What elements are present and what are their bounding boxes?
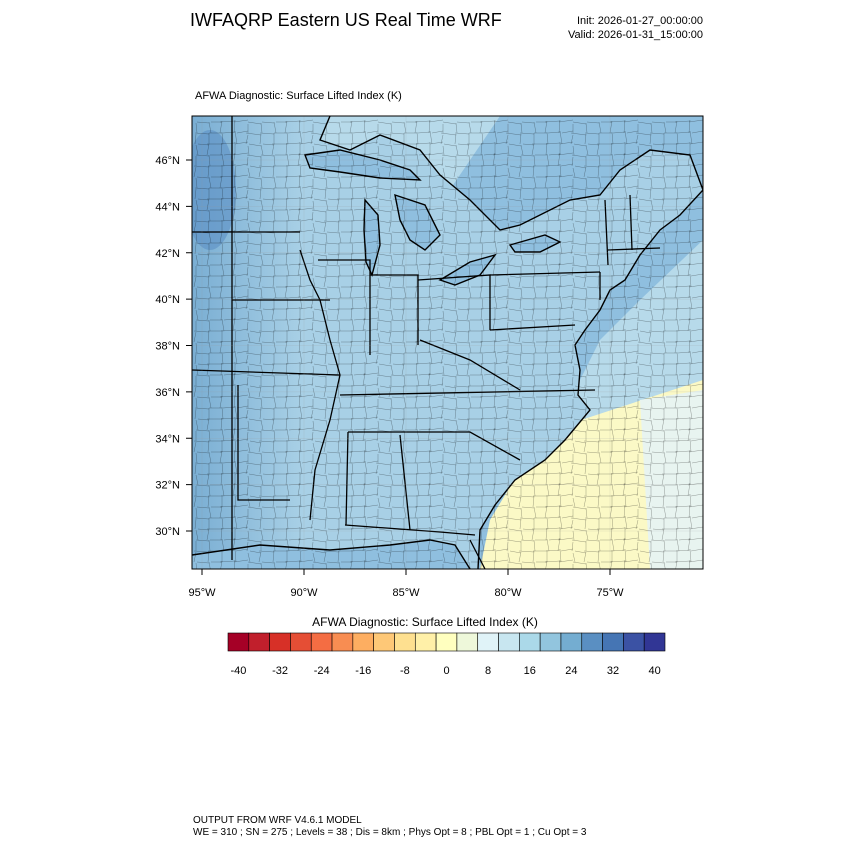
colorbar-tick-label: -40 (230, 665, 246, 677)
lat-label: 36°N (155, 387, 180, 399)
pale-sea-area (640, 390, 703, 569)
colorbar-swatch (414, 632, 437, 652)
lon-label: 95°W (188, 587, 216, 599)
lat-label: 44°N (155, 201, 180, 213)
gulf-water (192, 540, 470, 569)
colorbar-tick-label: 0 (443, 665, 449, 677)
county-lines (193, 119, 703, 569)
lon-label: 80°W (494, 587, 522, 599)
lon-label: 90°W (290, 587, 318, 599)
colorbar-tick-label: 32 (607, 665, 619, 677)
colorbar-tick-label: -24 (314, 665, 330, 677)
colorbar-swatch (248, 632, 270, 652)
lat-label: 38°N (155, 341, 180, 353)
colorbar-tick-label: 16 (524, 665, 536, 677)
init-time: Init: 2026-01-27_00:00:00 (577, 15, 703, 27)
map-plot (192, 116, 703, 569)
colorbar-swatch (456, 632, 479, 652)
lon-label: 85°W (392, 587, 420, 599)
colorbar-swatch (227, 632, 250, 652)
lat-label: 34°N (155, 433, 180, 445)
lat-label: 40°N (155, 294, 180, 306)
colorbar-tick-label: 40 (648, 665, 660, 677)
footer-line-2: WE = 310 ; SN = 275 ; Levels = 38 ; Dis … (193, 827, 587, 838)
lat-label: 42°N (155, 248, 180, 260)
colorbar-swatch (643, 632, 666, 652)
longitude-axis: 95°W 90°W 85°W 80°W 75°W (188, 569, 624, 599)
colorbar-tick-label: -32 (272, 665, 288, 677)
colorbar-swatch (623, 632, 645, 652)
chart-title: IWFAQRP Eastern US Real Time WRF (190, 10, 502, 30)
colorbar-tick-label: -16 (355, 665, 371, 677)
graticule (192, 116, 703, 569)
colorbar-swatch (269, 632, 291, 652)
field-label: AFWA Diagnostic: Surface Lifted Index (K… (195, 90, 402, 102)
colorbar-swatch (435, 632, 458, 652)
colorbar-label: AFWA Diagnostic: Surface Lifted Index (K… (312, 615, 538, 629)
colorbar-swatch (290, 632, 312, 652)
colorbar-swatch (477, 632, 499, 652)
colorbar-swatch (498, 632, 520, 652)
colorbar-tick-label: 24 (565, 665, 577, 677)
lat-label: 30°N (155, 526, 180, 538)
coastlines (192, 116, 703, 569)
great-lakes (305, 150, 560, 285)
lat-label: 32°N (155, 480, 180, 492)
lat-label: 46°N (155, 155, 180, 167)
colorbar-swatch (310, 632, 333, 652)
state-borders (192, 116, 661, 569)
colorbar-swatch (539, 632, 562, 652)
colorbar-tick-label: -8 (400, 665, 410, 677)
valid-time: Valid: 2026-01-31_15:00:00 (568, 29, 703, 41)
colorbar-swatch (352, 632, 374, 652)
footer-line-1: OUTPUT FROM WRF V4.6.1 MODEL (193, 815, 362, 826)
colorbar-swatch (581, 632, 603, 652)
colorbar-swatch (519, 632, 541, 652)
colorbar-swatch (394, 632, 416, 652)
county-mesh (193, 119, 703, 569)
map-frame (191, 115, 704, 570)
time-info: Init: 2026-01-27_00:00:00 Valid: 2026-01… (568, 14, 703, 42)
colorbar-swatch (331, 632, 354, 652)
model-footer: OUTPUT FROM WRF V4.6.1 MODEL WE = 310 ; … (193, 815, 586, 839)
colorbar-swatch (560, 632, 583, 652)
lon-label: 75°W (596, 587, 624, 599)
colorbar-swatch (602, 632, 624, 652)
colorbar-tick-label: 8 (485, 665, 491, 677)
latitude-axis: 46°N 44°N 42°N 40°N 38°N 36°N 34°N 32°N 30°N (155, 155, 192, 538)
colorbar: -40 -32 -24 -16 -8 0 8 16 24 32 40 (227, 632, 666, 677)
colorbar-swatch (373, 632, 395, 652)
